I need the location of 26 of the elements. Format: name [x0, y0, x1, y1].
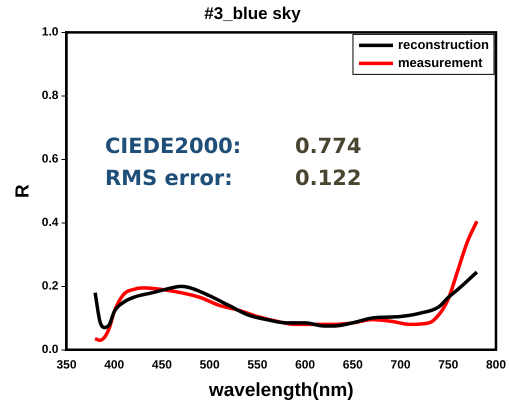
annotation: 0.122 [295, 166, 362, 190]
y-tick-label: 0.8 [42, 88, 59, 102]
x-tick-label: 450 [152, 357, 172, 372]
y-tick-label: 0.4 [42, 215, 59, 230]
line-series [93, 270, 479, 330]
x-tick-label: 800 [486, 357, 506, 372]
legend-label: measurement [398, 54, 484, 70]
x-tick-label: 600 [295, 357, 316, 372]
x-tick-label: 550 [247, 357, 268, 372]
x-tick-label: 350 [56, 357, 77, 372]
y-tick-label: 0.2 [42, 278, 59, 293]
chart-title: #3_blue sky [204, 4, 302, 23]
x-tick-label: 650 [342, 357, 364, 372]
x-tick-label: 750 [438, 357, 459, 372]
annotation: 0.774 [295, 134, 362, 158]
y-axis-title: R [12, 184, 34, 198]
y-tick-label: 1.0 [42, 24, 59, 39]
y-tick-label: 0.0 [42, 342, 59, 356]
annotation: CIEDE2000: [105, 134, 242, 158]
annotation: RMS error: [105, 166, 234, 190]
x-tick-label: 700 [390, 357, 411, 372]
x-tick-label: 500 [200, 357, 220, 372]
x-tick-label: 400 [104, 357, 125, 372]
y-tick-label: 0.6 [42, 152, 59, 166]
legend-label: reconstruction [398, 36, 490, 52]
x-axis-title: wavelength(nm) [208, 380, 354, 401]
